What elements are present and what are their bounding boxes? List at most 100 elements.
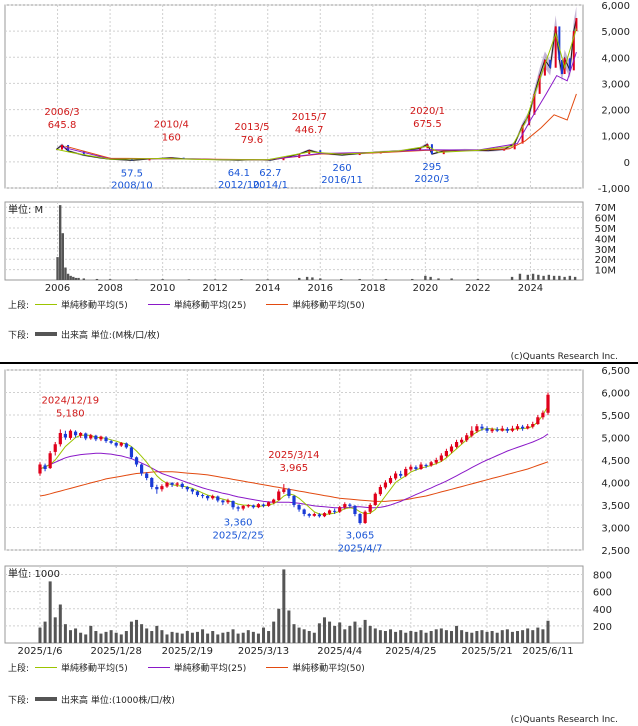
volume-bar <box>414 631 418 643</box>
volume-unit-label: 単位: M <box>8 203 43 216</box>
volume-bar <box>439 628 443 643</box>
candle-body <box>373 493 377 505</box>
candle-body <box>206 496 210 499</box>
legend-ma25-label: 単純移動平均(25) <box>173 300 247 311</box>
volume-swatch <box>35 697 58 701</box>
volume-bar <box>221 632 225 643</box>
candle-body <box>175 483 179 485</box>
candle-body <box>79 433 83 436</box>
volume-bar <box>444 630 448 643</box>
volume-bar <box>68 630 72 643</box>
x-tick-label: 2018 <box>360 283 385 294</box>
candle-body <box>454 442 459 447</box>
volume-bar <box>155 625 159 643</box>
high-value-label: 3,965 <box>280 463 309 474</box>
high-date-label: 2015/7 <box>292 112 327 123</box>
volume-bar <box>287 610 291 643</box>
candle-body <box>211 496 215 499</box>
legend-ma5-label: 単純移動平均(5) <box>61 663 128 674</box>
candle-body <box>480 426 484 429</box>
low-date-label: 2025/2/25 <box>212 530 263 541</box>
volume-bar <box>150 631 154 643</box>
candle-body <box>312 514 316 516</box>
volume-bar <box>505 629 509 643</box>
candle-body <box>277 491 281 501</box>
candle-body <box>368 505 372 512</box>
volume-bar <box>119 634 123 643</box>
volume-swatch <box>35 332 58 336</box>
candle-body <box>272 499 276 503</box>
x-tick-label: 2012 <box>202 283 227 294</box>
volume-bar <box>547 274 551 280</box>
low-value-label: 57.5 <box>121 168 143 179</box>
volume-bar <box>298 277 301 280</box>
volume-bar <box>161 279 164 280</box>
volume-bar <box>480 630 484 643</box>
volume-bar <box>236 633 240 643</box>
ma5-swatch <box>35 303 58 305</box>
volume-bar <box>48 581 52 643</box>
candle-body <box>124 443 128 448</box>
ma50-swatch <box>266 666 289 668</box>
y-tick-label: 800 <box>593 571 612 582</box>
candle-body <box>104 437 108 442</box>
candle-body <box>434 460 438 463</box>
x-tick-label: 2008 <box>97 283 122 294</box>
candle-body <box>84 433 88 439</box>
volume-bar <box>53 617 57 643</box>
volume-bar <box>180 633 184 643</box>
volume-bar <box>292 624 296 643</box>
volume-bar <box>518 273 522 280</box>
y-tick-label: 10M <box>595 266 616 277</box>
candle-body <box>526 426 530 429</box>
legend-ma50-label: 単純移動平均(50) <box>292 300 365 311</box>
candle-body <box>409 466 413 470</box>
legend-ma5-label: 単純移動平均(5) <box>61 300 128 311</box>
legend-volume: 出来高 単位:(1000株/口/枚) <box>29 693 175 706</box>
y-tick-label: -1,000 <box>598 184 630 195</box>
candle-body <box>282 489 286 492</box>
credit-long-term: (c)Quants Research Inc. <box>510 352 618 362</box>
volume-bar <box>95 278 99 280</box>
volume-bar <box>251 631 255 643</box>
candle-body <box>297 505 301 510</box>
candle-body <box>322 513 327 517</box>
candle-body <box>465 435 469 441</box>
volume-bar <box>510 631 514 643</box>
high-date-label: 2020/1 <box>410 106 445 117</box>
y-tick-label: 20M <box>595 255 616 266</box>
ma5-line <box>56 28 577 161</box>
volume-bar <box>552 275 556 280</box>
low-value-label: 3,360 <box>224 517 253 528</box>
volume-bar <box>135 279 138 280</box>
legend-ma50: 単純移動平均(50) <box>260 298 365 311</box>
candle-body <box>155 487 159 490</box>
volume-bar <box>185 631 189 643</box>
y-tick-label: 6,000 <box>601 1 630 12</box>
candle-body <box>231 500 235 508</box>
volume-bar <box>104 631 108 643</box>
ma50-line <box>39 461 549 502</box>
legend-short-term: 上段: 単純移動平均(5) 単純移動平均(25) 単純移動平均(50) 下段: … <box>8 658 636 712</box>
candle-body <box>490 429 494 432</box>
volume-bar <box>66 273 70 280</box>
volume-bar <box>319 278 322 280</box>
candle-body <box>424 464 428 466</box>
volume-bar <box>404 632 408 643</box>
candle-body <box>485 428 489 431</box>
candle-body <box>53 444 57 452</box>
high-date-label: 2024/12/19 <box>41 395 99 406</box>
volume-bar <box>424 275 427 280</box>
candle-body <box>460 439 464 443</box>
y-tick-label: 70M <box>595 203 616 214</box>
low-date-label: 2025/4/7 <box>338 544 383 555</box>
legend-ma5: 単純移動平均(5) <box>29 298 128 311</box>
candle-body <box>394 473 398 479</box>
x-tick-label: 2025/4/4 <box>317 646 362 657</box>
volume-bar <box>437 278 440 280</box>
volume-bar <box>77 277 80 280</box>
volume-bar <box>521 630 525 643</box>
candle-body <box>190 489 194 492</box>
ma50-swatch <box>266 303 289 305</box>
